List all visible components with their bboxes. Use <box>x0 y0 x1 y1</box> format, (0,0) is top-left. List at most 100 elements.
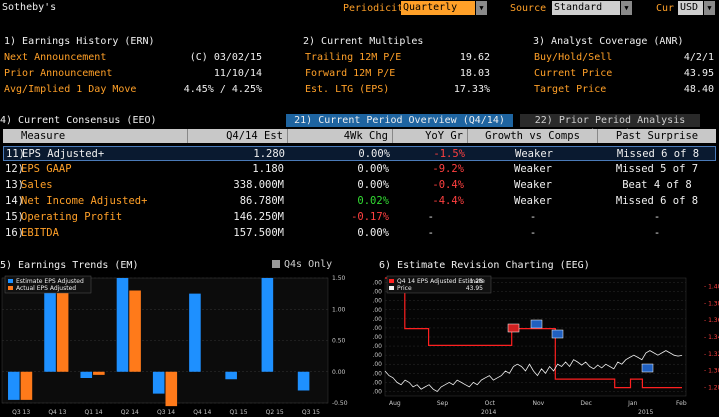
legend-label-actual: Actual EPS Adjusted <box>16 285 76 292</box>
table-row[interactable]: 13) Sales 338.000M 0.00% -0.4% Weaker Be… <box>3 178 716 193</box>
current-multiples-title[interactable]: 2) Current Multiples <box>303 36 424 47</box>
row-est: 146.250M <box>233 211 284 223</box>
col-past-surprise[interactable]: Past Surprise <box>615 130 699 142</box>
trailing-pe-label: Trailing 12M P/E <box>305 52 402 63</box>
x-tick-label: Sep <box>437 400 448 407</box>
row-chg: -0.17% <box>351 211 389 223</box>
row-chg: 0.00% <box>357 163 389 175</box>
checkbox-icon[interactable] <box>272 260 280 268</box>
bar-actual-q3-14 <box>165 371 178 407</box>
bar-estimate-q3-13 <box>8 371 20 400</box>
row-number: 13) <box>5 179 24 191</box>
est-ltg-value: 17.33% <box>453 84 490 95</box>
row-yoy: -4.4% <box>432 195 464 207</box>
earnings-trends-title[interactable]: 5) Earnings Trends (EM) <box>0 260 139 271</box>
earnings-history-title[interactable]: 1) Earnings History (ERN) <box>4 36 155 47</box>
legend-swatch-estimate <box>8 279 13 283</box>
row-measure: Sales <box>21 179 53 191</box>
row-number: 14) <box>5 195 24 207</box>
left-y-tick-label: 48.00 <box>373 334 382 341</box>
col-growth-vs-comps[interactable]: Growth vs Comps <box>468 129 598 143</box>
row-chg: 0.00% <box>357 179 389 191</box>
trailing-pe-value: 19.62 <box>459 52 490 63</box>
buy-hold-sell-value: 4/2/1 <box>683 52 714 63</box>
legend-label-price: Price <box>397 285 412 292</box>
row-comps: - <box>529 227 537 239</box>
consensus-title[interactable]: 4) Current Consensus (EEO) <box>0 115 157 126</box>
left-y-tick-label: 42.00 <box>373 361 382 368</box>
periodicity-dropdown[interactable]: Quarterly <box>401 1 475 15</box>
right-y-tick-label: - 1.28 <box>704 385 719 392</box>
current-price-label: Current Price <box>534 68 613 79</box>
legend-box <box>386 275 492 294</box>
title-bar: Sotheby's Periodicity Quarterly ▼ Source… <box>0 0 719 18</box>
tab-current-period-overview[interactable]: 21) Current Period Overview (Q4/14) <box>286 114 513 127</box>
left-y-tick-label: 60.00 <box>373 280 382 287</box>
currency-dropdown[interactable]: USD <box>678 1 703 15</box>
legend-swatch-actual <box>8 286 13 290</box>
row-comps: Weaker <box>514 179 552 191</box>
legend-label-estimate: Q4 14 EPS Adjusted Estimate <box>397 278 485 285</box>
consensus-table-header: Measure Q4/14 Est 4Wk Chg YoY Gr Growth … <box>3 129 716 143</box>
series-line-estimate <box>385 277 682 389</box>
left-y-tick-label: 40.00 <box>373 370 382 377</box>
left-y-tick-label: 46.00 <box>373 343 382 350</box>
chevron-down-icon[interactable]: ▼ <box>704 1 715 15</box>
col-q4-est[interactable]: Q4/14 Est <box>188 129 288 143</box>
row-surprise: Missed 6 of 8 <box>616 148 700 160</box>
current-price-value: 43.95 <box>683 68 714 79</box>
chevron-down-icon[interactable]: ▼ <box>476 1 487 15</box>
table-row[interactable]: 12) EPS GAAP 1.180 0.00% -9.2% Weaker Mi… <box>3 162 716 177</box>
x-tick-label: Feb <box>676 400 687 407</box>
row-chg: 0.00% <box>357 227 389 239</box>
y-tick-label: -0.50 <box>332 400 348 407</box>
estimate-revision-chart[interactable]: 60.00 58.00 56.00 54.00 52.00 50.00 48.00 46.00… <box>373 272 719 417</box>
x-tick-label: Q2 15 <box>266 409 284 416</box>
bar-estimate-q3-15 <box>297 371 310 391</box>
x-tick-label: Q3 14 <box>157 409 175 416</box>
revision-chart-title[interactable]: 6) Estimate Revision Charting (EEG) <box>379 260 590 271</box>
bar-actual-q2-14 <box>129 290 141 372</box>
x-tick-label: Q3 15 <box>302 409 320 416</box>
q4s-only-label[interactable]: Q4s Only <box>284 259 333 270</box>
x-tick-label: Oct <box>485 400 496 407</box>
y-tick-label: 0.50 <box>332 338 346 345</box>
chevron-down-icon[interactable]: ▼ <box>621 1 632 15</box>
left-y-tick-label: 36.00 <box>373 388 382 395</box>
table-row[interactable]: 11) EPS Adjusted+ 1.280 0.00% -1.5% Weak… <box>3 146 716 161</box>
event-marker <box>530 319 543 329</box>
col-measure[interactable]: Measure <box>3 129 188 143</box>
col-4wk-chg[interactable]: 4Wk Chg <box>288 129 393 143</box>
row-yoy: - <box>427 211 434 223</box>
currency-label: Cur <box>656 3 675 14</box>
row-measure: Net Income Adjusted+ <box>21 195 148 207</box>
row-comps: Weaker <box>515 148 553 160</box>
col-yoy-gr[interactable]: YoY Gr <box>393 129 468 143</box>
right-y-tick-label: - 1.32 <box>704 351 719 358</box>
table-row[interactable]: 15) Operating Profit 146.250M -0.17% - -… <box>3 210 716 225</box>
row-est: 1.280 <box>253 148 285 160</box>
right-y-tick-label: - 1.40 <box>704 283 719 290</box>
event-marker <box>641 363 654 373</box>
analyst-coverage-title[interactable]: 3) Analyst Coverage (ANR) <box>533 36 684 47</box>
row-comps: - <box>529 211 537 223</box>
bar-estimate-q4-13 <box>44 284 56 372</box>
row-comps: Weaker <box>514 163 552 175</box>
row-number: 15) <box>5 211 24 223</box>
legend-value-estimate: 1.28 <box>470 278 484 285</box>
tab-prior-period-analysis[interactable]: 22) Prior Period Analysis (Q3/14) <box>520 114 700 139</box>
y-tick-label: 1.50 <box>332 275 346 282</box>
bar-actual-q4-13 <box>56 284 69 372</box>
source-dropdown[interactable]: Standard <box>552 1 620 15</box>
earnings-trends-chart[interactable]: 1.50 1.00 0.50 0.00 -0.50 Q3 13 Q4 13 Q1 14 Q2 1… <box>0 272 358 417</box>
row-est: 86.780M <box>239 195 284 207</box>
table-row[interactable]: 14) Net Income Adjusted+ 86.780M 0.02% -… <box>3 194 716 209</box>
table-row[interactable]: 16) EBITDA 157.500M 0.00% - - - <box>3 226 716 241</box>
currency-value: USD <box>680 2 699 13</box>
y-tick-label: 0.00 <box>332 369 346 376</box>
row-surprise: Missed 6 of 8 <box>615 195 699 207</box>
row-surprise: Beat 4 of 8 <box>622 179 692 191</box>
avg-implied-move-value: 4.45% / 4.25% <box>183 84 262 95</box>
bar-estimate-q2-14 <box>116 278 129 372</box>
next-announcement-label: Next Announcement <box>4 52 107 63</box>
